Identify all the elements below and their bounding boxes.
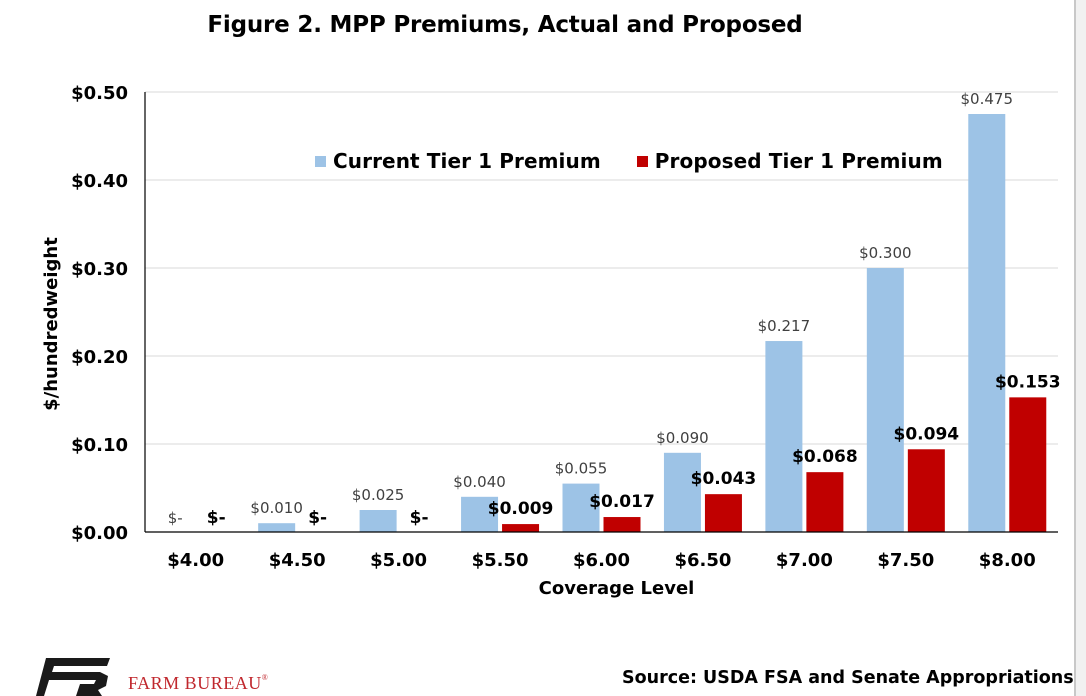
bar-current bbox=[461, 496, 499, 532]
bar-proposed bbox=[806, 472, 844, 532]
y-tick-label: $0.40 bbox=[71, 171, 128, 192]
x-tick-label: $5.00 bbox=[370, 550, 427, 571]
bar-proposed bbox=[704, 494, 742, 532]
bar-current bbox=[359, 510, 397, 532]
farm-bureau-logo-icon bbox=[36, 658, 110, 696]
x-axis-title: Coverage Level bbox=[539, 578, 695, 599]
bar-current bbox=[663, 452, 701, 532]
legend: Current Tier 1 Premium Proposed Tier 1 P… bbox=[315, 149, 979, 173]
farm-bureau-wordmark: FARM BUREAU® bbox=[128, 673, 269, 693]
x-tick-label: $8.00 bbox=[979, 550, 1036, 571]
data-label-proposed: $0.094 bbox=[894, 424, 960, 444]
x-tick-label: $4.00 bbox=[167, 550, 224, 571]
data-label-current: $0.475 bbox=[961, 90, 1014, 108]
window-edge-strip bbox=[1076, 0, 1086, 696]
x-tick-label: $4.50 bbox=[269, 550, 326, 571]
data-label-proposed: $0.068 bbox=[792, 447, 858, 467]
x-tick-label: $6.50 bbox=[674, 550, 731, 571]
x-tick-label: $5.50 bbox=[472, 550, 529, 571]
x-tick-label: $6.00 bbox=[573, 550, 630, 571]
data-label-proposed: $0.153 bbox=[995, 372, 1061, 392]
data-label-proposed: $- bbox=[308, 508, 327, 528]
data-label-proposed: $- bbox=[207, 508, 226, 528]
bar-current bbox=[562, 483, 600, 532]
data-labels: $- $- $0.010 $- $0.025 $- $0.040 $0.009 $0.055 $0… bbox=[168, 90, 1061, 528]
data-label-current: $- bbox=[168, 509, 183, 527]
bar-proposed bbox=[1009, 397, 1047, 532]
legend-swatch-proposed bbox=[636, 155, 648, 167]
bar-proposed bbox=[907, 449, 945, 532]
bar-current bbox=[765, 341, 803, 532]
data-label-current: $0.090 bbox=[656, 429, 709, 447]
data-label-current: $0.300 bbox=[859, 244, 912, 262]
data-label-proposed: $- bbox=[410, 508, 429, 528]
x-tick-label: $7.50 bbox=[877, 550, 934, 571]
data-label-current: $0.217 bbox=[758, 317, 811, 335]
y-axis-title: $/hundredweight bbox=[41, 237, 62, 411]
farm-bureau-logo: FARM BUREAU® bbox=[36, 656, 268, 696]
legend-label-proposed: Proposed Tier 1 Premium bbox=[654, 149, 943, 173]
data-label-proposed: $0.009 bbox=[488, 499, 554, 519]
bar-current bbox=[258, 523, 296, 532]
chart-title: Figure 2. MPP Premiums, Actual and Propo… bbox=[207, 12, 803, 38]
bar-current bbox=[866, 268, 904, 532]
data-label-current: $0.055 bbox=[555, 460, 608, 478]
bar-chart: $- $- $0.010 $-$0.025$-$0.040$0.009$0.055$0… bbox=[41, 83, 1061, 599]
legend-label-current: Current Tier 1 Premium bbox=[333, 149, 601, 173]
data-label-proposed: $0.017 bbox=[589, 492, 655, 512]
legend-item-current: Current Tier 1 Premium bbox=[315, 149, 601, 173]
bar-proposed bbox=[603, 517, 641, 532]
legend-swatch-current bbox=[315, 155, 326, 167]
source-note: Source: USDA FSA and Senate Appropriatio… bbox=[622, 668, 1074, 688]
y-tick-label: $0.10 bbox=[71, 435, 128, 456]
data-label-proposed: $0.043 bbox=[691, 469, 757, 489]
y-tick-label: $0.00 bbox=[71, 523, 128, 544]
axes: $0.00 $0.10 $0.20 $0.30 $0.40 $0.50 $4.00 $4.50… bbox=[41, 83, 1058, 599]
window-edge-rule bbox=[1074, 0, 1076, 696]
bar-current bbox=[968, 114, 1006, 532]
legend-item-proposed: Proposed Tier 1 Premium bbox=[636, 149, 943, 173]
x-tick-label: $7.00 bbox=[776, 550, 833, 571]
y-tick-label: $0.20 bbox=[71, 347, 128, 368]
y-tick-label: $0.30 bbox=[71, 259, 128, 280]
data-label-current: $0.040 bbox=[453, 473, 506, 491]
bars bbox=[258, 114, 1047, 532]
y-tick-label: $0.50 bbox=[71, 83, 128, 104]
data-label-current: $0.025 bbox=[352, 486, 405, 504]
gridlines bbox=[145, 91, 1058, 445]
data-label-current: $0.010 bbox=[250, 499, 303, 517]
bar-proposed bbox=[502, 524, 540, 532]
